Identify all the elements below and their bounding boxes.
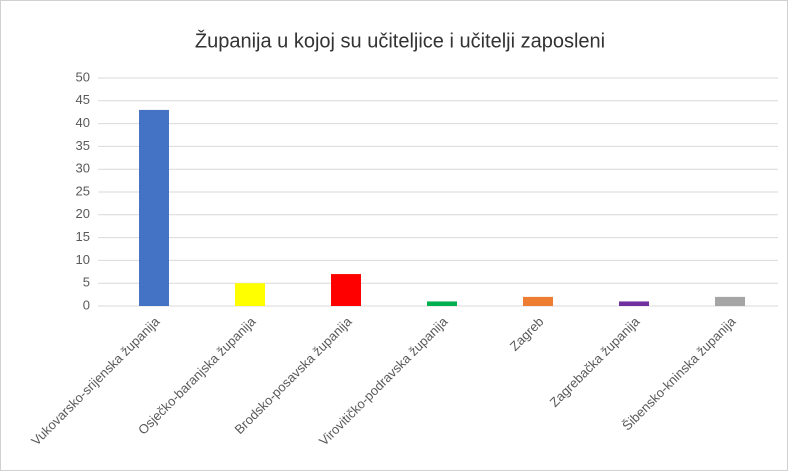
- y-tick-label: 40: [76, 115, 90, 130]
- bar: [427, 301, 457, 306]
- bar: [331, 274, 361, 306]
- bar: [235, 283, 265, 306]
- y-tick-label: 30: [76, 161, 90, 176]
- y-tick-label: 35: [76, 138, 90, 153]
- bar: [523, 296, 553, 306]
- y-tick-label: 45: [76, 92, 90, 107]
- y-tick-label: 20: [76, 206, 90, 221]
- y-tick-label: 50: [76, 69, 90, 84]
- y-tick-label: 10: [76, 252, 90, 267]
- bar: [619, 301, 649, 306]
- y-tick-label: 0: [83, 297, 90, 312]
- y-tick-label: 15: [76, 229, 90, 244]
- bar: [715, 296, 745, 306]
- y-tick-label: 25: [76, 183, 90, 198]
- chart-title: Županija u kojoj su učiteljice i učitelj…: [195, 29, 605, 52]
- bar: [139, 109, 169, 306]
- y-tick-label: 5: [83, 275, 90, 290]
